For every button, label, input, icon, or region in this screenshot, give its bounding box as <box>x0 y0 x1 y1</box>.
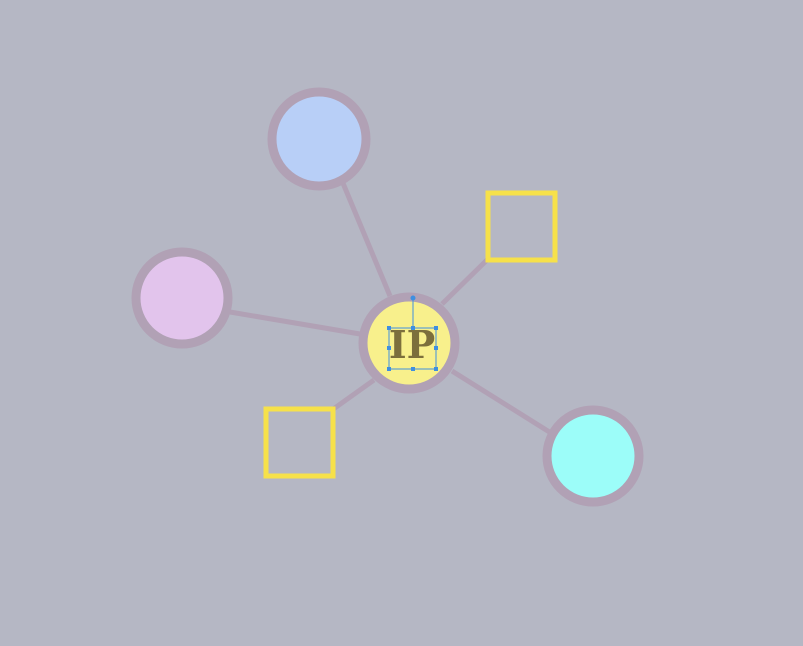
edge-to-blue-circle <box>337 175 393 297</box>
node-cyan-circle[interactable] <box>542 405 644 507</box>
edge-to-cyan-circle <box>450 368 553 436</box>
edge-to-purple-circle <box>229 309 361 337</box>
square-outline <box>485 190 558 263</box>
center-node-circle <box>358 292 460 394</box>
rotate-handle[interactable] <box>410 295 416 301</box>
node-purple-circle[interactable] <box>131 247 233 349</box>
node-ring <box>131 247 233 349</box>
edge-to-square-bottom <box>330 377 376 413</box>
edge-to-square-top <box>440 257 490 306</box>
node-ring <box>267 87 371 191</box>
node-center[interactable]: IP <box>358 292 460 394</box>
resize-handle-nw[interactable] <box>387 326 391 330</box>
node-blue-circle[interactable] <box>267 87 371 191</box>
node-yellow-square-bottom[interactable] <box>263 406 336 479</box>
square-outline <box>263 406 336 479</box>
resize-handle-n[interactable] <box>411 326 415 330</box>
selection-box[interactable] <box>387 295 438 372</box>
resize-handle-sw[interactable] <box>387 367 391 371</box>
resize-handle-e[interactable] <box>434 346 438 350</box>
node-ring <box>542 405 644 507</box>
node-yellow-square-top[interactable] <box>485 190 558 263</box>
resize-handle-ne[interactable] <box>434 326 438 330</box>
resize-handle-w[interactable] <box>387 346 391 350</box>
resize-handle-se[interactable] <box>434 367 438 371</box>
resize-handle-s[interactable] <box>411 367 415 371</box>
edges <box>229 175 553 436</box>
